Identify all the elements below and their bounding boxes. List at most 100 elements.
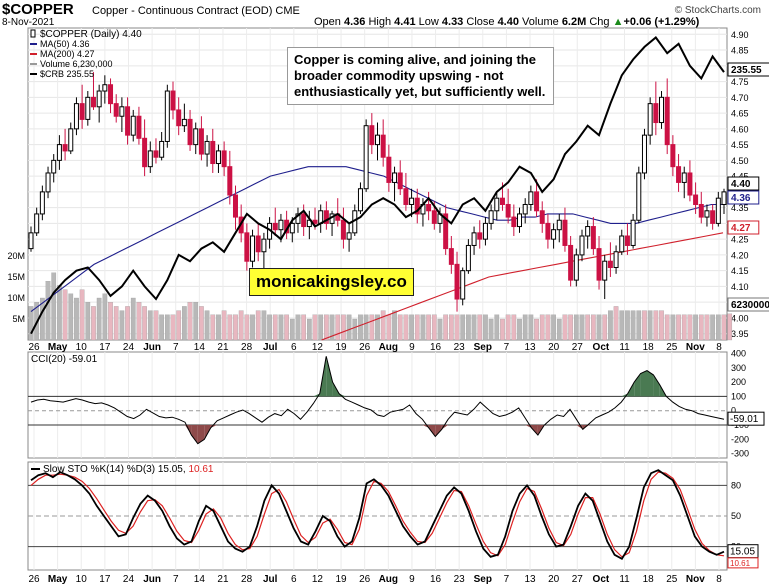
x-tick-label: Jul [263,574,278,585]
volume-bar [562,314,568,341]
candle-body [505,203,511,218]
volume-bar [193,302,199,341]
candle-body [721,191,727,205]
candle-body [573,254,579,281]
price-tick-label: 4.15 [731,266,749,276]
ma200-line [321,232,724,341]
volume-bar [358,314,363,341]
candle-body [51,159,57,174]
volume-value: 6.2M [561,16,587,28]
price-tick-label: 4.60 [731,124,749,134]
candle-body [102,84,108,92]
x-tick-label: 24 [123,574,135,585]
cci-positive-fill [339,393,346,397]
value-tag-box [727,176,760,191]
x-tick-label: Aug [379,574,398,585]
candle-body [562,219,568,246]
volume-bar [79,289,85,341]
x-tick-label: 27 [572,342,584,353]
x-tick-label: 16 [430,574,442,585]
candle-body [79,103,85,120]
watermark-box: monicakingsley.co [249,268,414,296]
candle-body [153,150,159,158]
candle-body [403,188,409,205]
candle-body [545,222,551,240]
candle-body [204,140,210,155]
candle-body [681,172,687,183]
price-tick-label: 4.50 [731,156,749,166]
high-value: 4.41 [394,16,416,28]
cci-value-tag-box [727,411,765,426]
x-tick-label: 14 [194,342,206,353]
x-tick-label: 27 [572,574,584,585]
x-tick-label: 7 [504,342,510,353]
price-tick-label: 4.20 [731,250,749,260]
low-label: Low [418,16,439,28]
volume-bar [108,302,113,341]
volume-bar [483,314,488,341]
candle-body [130,115,136,136]
candle-body [375,134,380,146]
x-tick-label: 10 [76,342,88,353]
volume-bar [585,314,591,341]
sto-k-line [30,469,725,561]
volume-bar [318,314,324,341]
volume-bar [511,314,517,341]
stockcharts-brand[interactable]: © StockCharts.com [674,5,761,16]
x-tick-label: 20 [548,574,560,585]
candle-body [363,125,369,190]
candle-body [465,244,471,272]
candle-body [392,172,398,183]
x-tick-label: Nov [686,342,705,353]
cci-tick-label: -300 [731,449,749,459]
candle-body [715,197,721,224]
candle-body [193,128,199,146]
candle-body [119,106,125,117]
volume-bar [494,314,500,341]
annotation-box: Copper is coming alive, and joining the … [287,47,554,105]
chart-date: 8-Nov-2021 [2,17,55,28]
volume-bar [693,314,698,341]
chart-header: $COPPER Copper - Continuous Contract (EO… [0,0,769,28]
cci-positive-fill [634,373,641,397]
candle-body [244,232,250,262]
candle-body [380,134,386,158]
candle-body [664,96,670,146]
candle-body [210,140,216,165]
volume-bar [130,297,136,341]
close-value: 4.40 [497,16,519,28]
cci-negative-fill [197,425,205,444]
candle-body [56,144,62,161]
x-tick-label: 19 [336,342,348,353]
candle-body [431,210,437,224]
candle-body [693,194,699,205]
x-tick-label: 21 [217,342,229,353]
volume-bar [125,306,130,341]
candle-body [187,118,193,146]
candle-body [147,150,153,168]
x-tick-label: 26 [28,574,40,585]
candle-body [448,248,454,265]
candle-body [613,251,619,269]
candle-body [272,222,278,231]
volume-bar [45,281,51,341]
legend-label: MA(50) 4.36 [40,39,90,49]
volume-bar [619,310,625,341]
x-tick-label: 21 [217,574,229,585]
candle-body [386,156,392,183]
x-tick-label: Sep [474,574,492,585]
volume-bar [454,314,460,341]
candle-body [159,140,165,158]
volume-bar [295,314,301,341]
candle-body [227,166,233,196]
volume-label: Volume [522,16,559,28]
volume-bar [221,310,227,341]
volume-bar [602,314,608,341]
candle-body [170,90,176,111]
x-tick-label: 6 [291,574,297,585]
volume-bar [96,297,102,341]
candle-body [301,213,307,228]
cci-tick-label: 0 [731,406,736,416]
volume-bar [136,302,142,341]
instrument-name: Copper - Continuous Contract (EOD) CME [92,5,300,17]
